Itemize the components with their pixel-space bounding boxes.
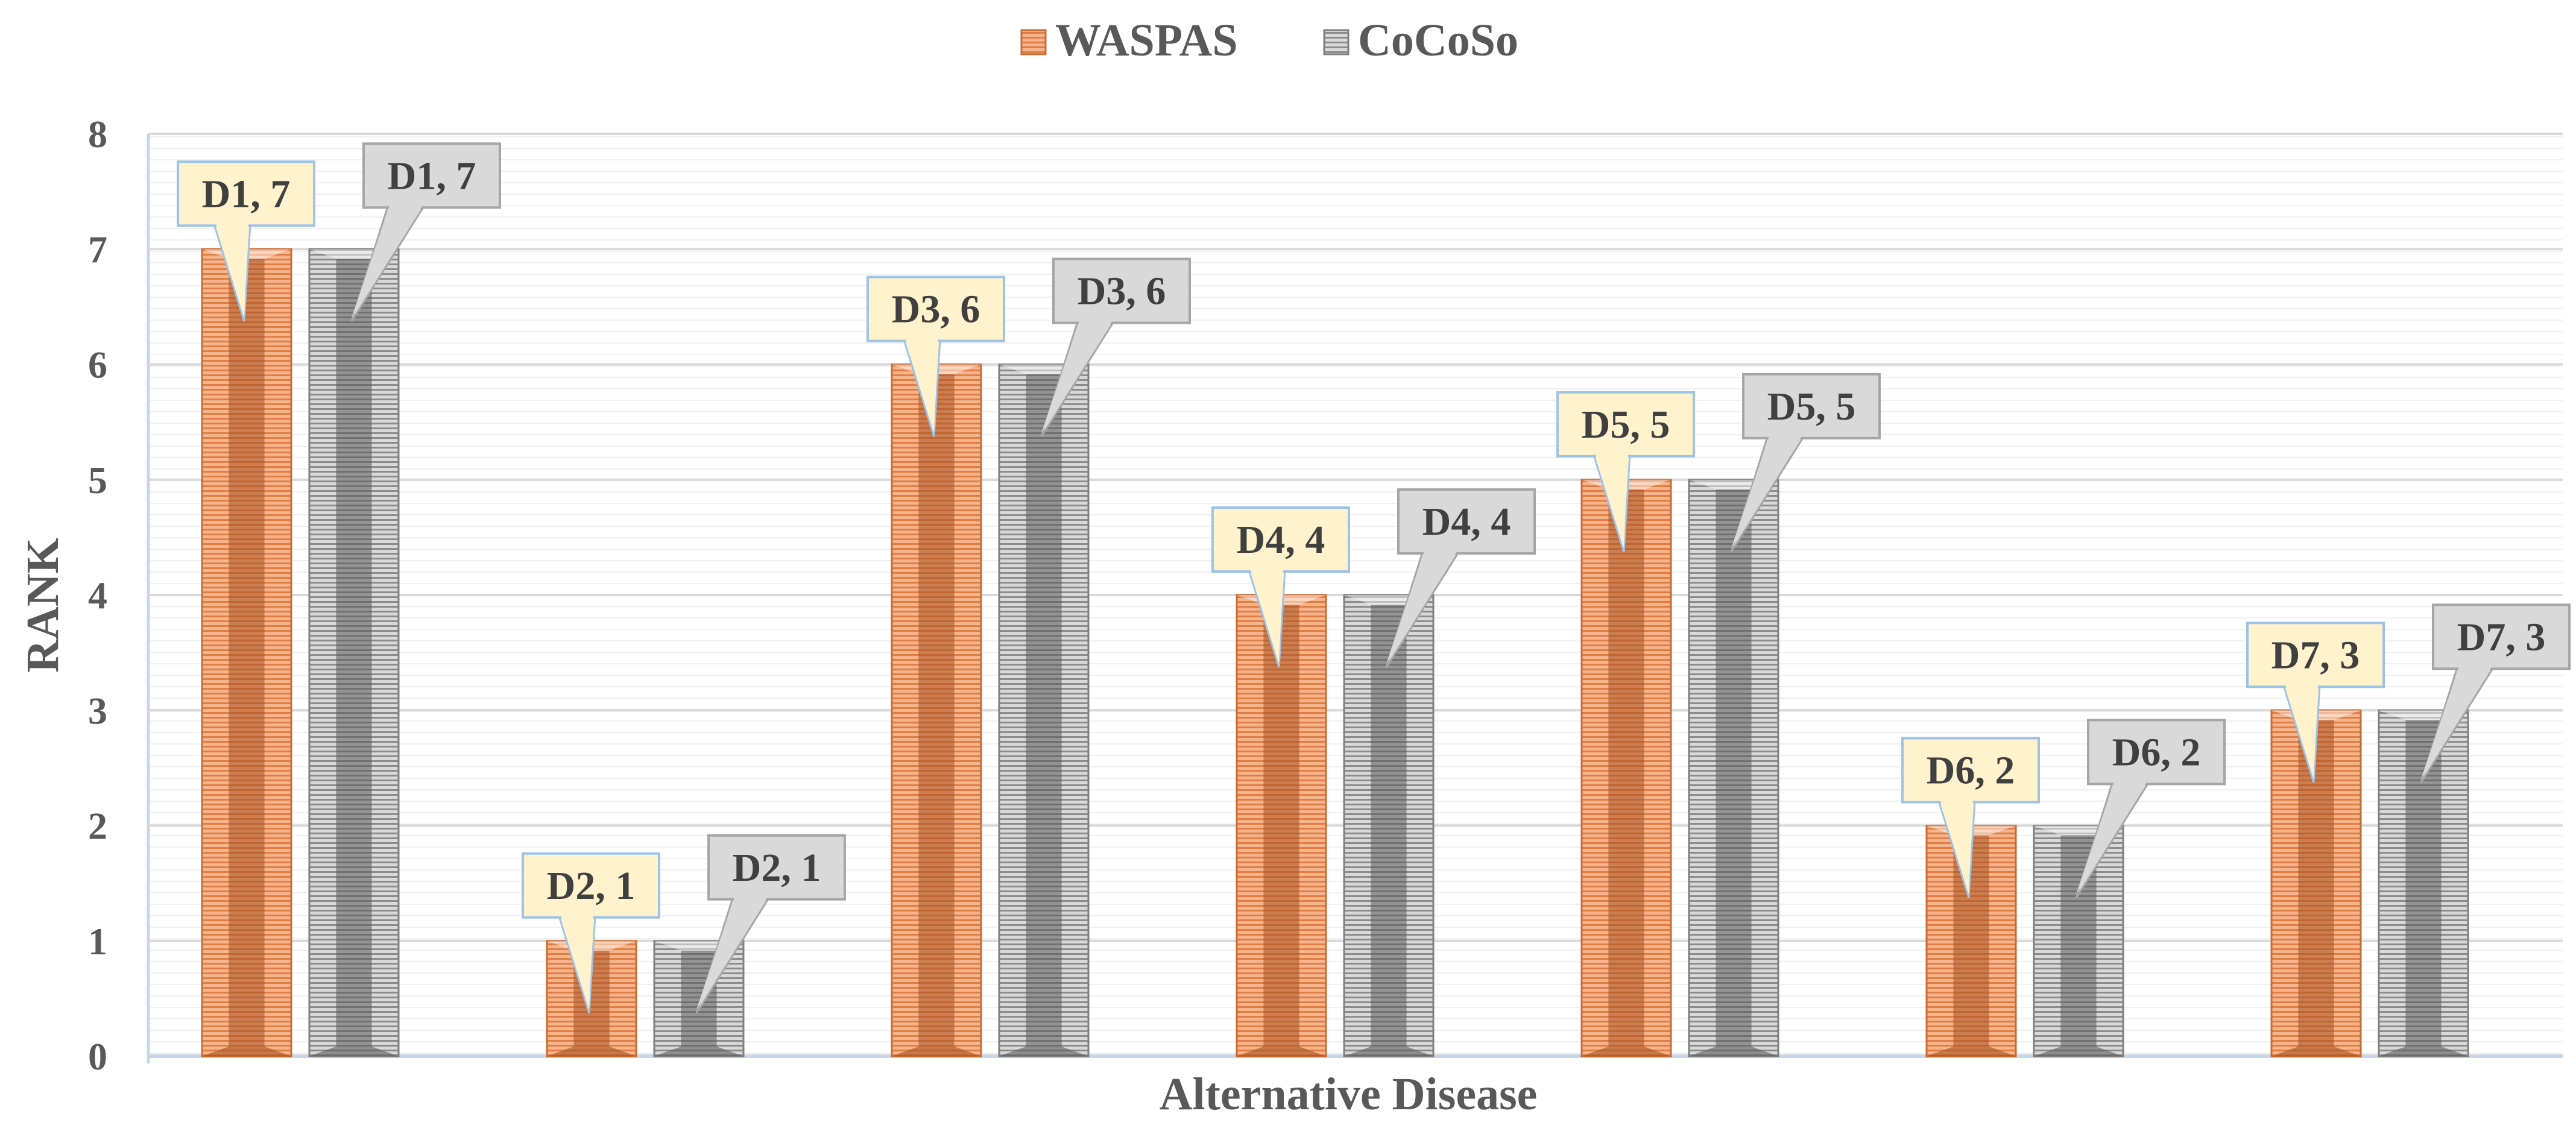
svg-text:D7, 3: D7, 3	[2457, 615, 2546, 659]
bar-waspas-d7	[2270, 709, 2362, 1057]
bar-waspas-d3	[891, 364, 982, 1057]
svg-text:D6, 2: D6, 2	[2112, 731, 2201, 775]
legend-swatch	[1323, 29, 1350, 55]
svg-text:D2, 1: D2, 1	[733, 846, 821, 890]
bar-cocoso-d5	[1688, 479, 1779, 1057]
svg-text:D6, 2: D6, 2	[1927, 749, 2015, 793]
y-axis-title: RANK	[17, 538, 68, 673]
data-labels: D1, 7 D1, 7 D2, 1 D2, 1 D3, 6 D3, 6 D4, 4 D4, 4…	[177, 142, 2571, 1014]
bar-cocoso-d1	[308, 248, 400, 1057]
data-label-cocoso-d2: D2, 1	[695, 834, 846, 1014]
svg-text:D2, 1: D2, 1	[547, 864, 636, 908]
data-label-cocoso-d4: D4, 4	[1385, 488, 1536, 668]
y-tick-label: 3	[88, 689, 107, 732]
data-label-cocoso-d6: D6, 2	[2075, 719, 2226, 899]
y-tick-label: 0	[88, 1035, 107, 1078]
y-tick-label: 1	[88, 920, 107, 963]
bar-cocoso-d2	[653, 940, 745, 1057]
bar-cocoso-d6	[2033, 825, 2124, 1057]
bars	[201, 248, 2469, 1057]
legend: WASPAS CoCoSo	[1020, 15, 1518, 66]
svg-text:D3, 6: D3, 6	[892, 288, 980, 332]
y-tick-label: 8	[88, 113, 107, 156]
y-tick-label: 7	[88, 228, 107, 271]
svg-text:D5, 5: D5, 5	[1767, 385, 1856, 429]
y-tick-label: 4	[88, 574, 107, 617]
legend-item-waspas: WASPAS	[1020, 15, 1238, 66]
data-label-cocoso-d5: D5, 5	[1730, 373, 1881, 553]
bar-cocoso-d3	[998, 364, 1090, 1057]
legend-swatch	[1020, 29, 1047, 55]
svg-text:D5, 5: D5, 5	[1582, 403, 1670, 447]
data-label-waspas-d5: D5, 5	[1556, 391, 1695, 553]
data-label-waspas-d3: D3, 6	[867, 276, 1005, 437]
svg-text:D4, 4: D4, 4	[1422, 500, 1511, 544]
bar-cocoso-d4	[1343, 594, 1435, 1057]
svg-text:D1, 7: D1, 7	[202, 172, 291, 216]
data-label-cocoso-d7: D7, 3	[2420, 603, 2571, 784]
svg-text:D7, 3: D7, 3	[2271, 633, 2360, 677]
bar-cocoso-d7	[2378, 709, 2469, 1057]
data-label-waspas-d6: D6, 2	[1901, 737, 2040, 898]
y-axis-ticks: 0 1 2 3 4 5 6 7 8	[88, 113, 107, 1078]
svg-text:D4, 4: D4, 4	[1237, 518, 1325, 562]
svg-text:D3, 6: D3, 6	[1078, 269, 1166, 313]
bar-waspas-d4	[1236, 594, 1327, 1057]
x-axis-title: Alternative Disease	[1160, 1069, 1538, 1120]
data-label-waspas-d2: D2, 1	[522, 852, 660, 1014]
data-label-cocoso-d3: D3, 6	[1040, 257, 1191, 438]
y-tick-label: 5	[88, 459, 107, 502]
legend-item-cocoso: CoCoSo	[1323, 15, 1518, 66]
svg-text:D1, 7: D1, 7	[388, 154, 476, 198]
legend-label: CoCoSo	[1358, 15, 1518, 66]
y-tick-label: 2	[88, 805, 107, 848]
y-tick-label: 6	[88, 344, 107, 386]
legend-label: WASPAS	[1055, 15, 1238, 66]
bar-waspas-d5	[1580, 479, 1672, 1057]
data-label-waspas-d4: D4, 4	[1211, 506, 1350, 668]
data-label-waspas-d1: D1, 7	[177, 160, 315, 322]
bar-waspas-d1	[201, 248, 292, 1057]
data-label-waspas-d7: D7, 3	[2246, 622, 2385, 783]
data-label-cocoso-d1: D1, 7	[350, 142, 501, 323]
